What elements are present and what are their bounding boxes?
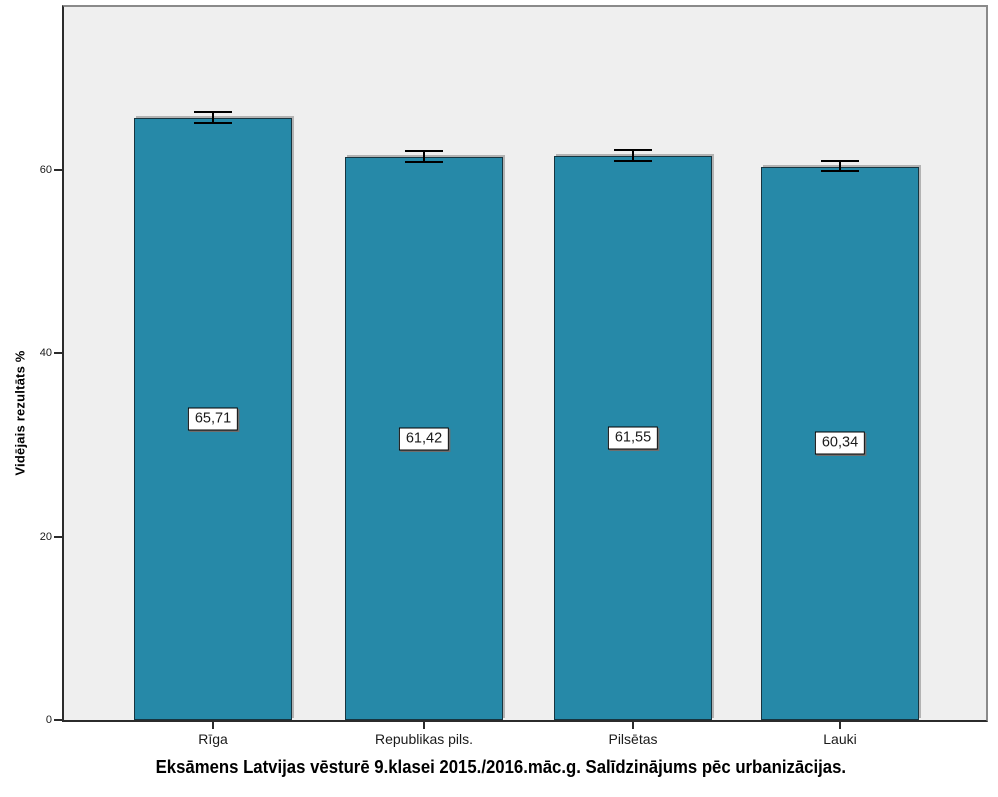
error-bar-cap-top: [194, 110, 232, 113]
bar-value-label: 65,71: [187, 407, 239, 431]
error-bar-stem: [212, 111, 214, 124]
x-tick-mark: [632, 722, 634, 729]
x-tick-mark: [839, 722, 841, 729]
y-tick-mark: [54, 169, 62, 171]
error-bar-cap-bottom: [405, 160, 443, 163]
error-bar-cap-top: [821, 160, 859, 163]
error-bar-cap-bottom: [194, 121, 232, 124]
plot-inner: 65,71 61,42 61,55 60,34: [64, 7, 986, 720]
x-category-label: Pilsētas: [608, 731, 658, 747]
bar-value-label: 60,34: [814, 431, 866, 455]
chart-title: Eksāmens Latvijas vēsturē 9.klasei 2015.…: [155, 757, 847, 777]
y-tick-label: 0: [45, 714, 52, 726]
error-bar-stem: [839, 161, 841, 173]
plot-area: 65,71 61,42 61,55 60,34: [62, 5, 988, 722]
bar-value-label: 61,42: [398, 427, 450, 450]
y-axis-title: Vidējais rezultāts %: [12, 350, 28, 476]
x-category-label: Rīga: [198, 731, 228, 747]
error-bar-cap-top: [614, 148, 652, 151]
y-tick-mark: [54, 719, 62, 721]
y-tick-mark: [54, 535, 62, 538]
error-bar-cap-bottom: [614, 159, 652, 162]
x-category-label: Republikas pils.: [374, 731, 474, 747]
y-tick-label: 60: [39, 164, 52, 176]
x-tick-mark: [212, 722, 214, 729]
x-tick-mark: [423, 722, 425, 729]
error-bar-stem: [632, 149, 634, 162]
error-bar-stem: [423, 151, 425, 163]
y-tick-mark: [54, 352, 62, 355]
y-tick-label: 40: [39, 347, 52, 360]
error-bar-cap-bottom: [821, 170, 859, 173]
y-tick-label: 20: [39, 530, 52, 543]
x-category-label: Lauki: [823, 731, 857, 747]
error-bar-cap-top: [405, 150, 443, 152]
bar-value-label: 61,55: [607, 426, 659, 450]
